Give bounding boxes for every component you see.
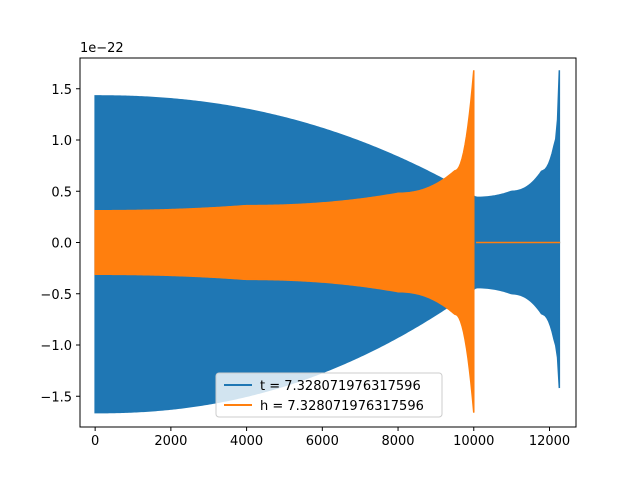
x-tick-label: 4000 [230,434,263,449]
legend-box [215,372,443,418]
series-band [94,70,475,413]
x-tick-label: 12000 [529,434,570,449]
series-1 [94,70,561,413]
legend-label: t = 7.328071976317596 [260,379,421,394]
x-tick-label: 10000 [453,434,494,449]
series-layer [94,70,561,414]
y-offset-label: 1e−22 [80,41,124,56]
y-tick-label: 1.0 [51,134,72,149]
y-tick-label: −1.0 [40,339,72,354]
x-tick-label: 6000 [306,434,339,449]
y-tick-label: 0.0 [51,237,72,252]
legend: t = 7.328071976317596 h = 7.3280719763175… [215,372,443,418]
y-tick-label: −1.5 [40,390,72,405]
x-tick-label: 8000 [381,434,414,449]
y-tick-label: 0.5 [51,185,72,200]
x-tick-label: 2000 [154,434,187,449]
y-axis: 1.5 1.0 0.5 0.0 −0.5 −1.0 −1.5 [40,83,80,405]
x-axis: 0 2000 4000 6000 8000 10000 12000 [91,427,570,449]
y-tick-label: 1.5 [51,83,72,98]
legend-label: h = 7.328071976317596 [260,399,424,414]
x-tick-label: 0 [91,434,99,449]
y-tick-label: −0.5 [40,288,72,303]
